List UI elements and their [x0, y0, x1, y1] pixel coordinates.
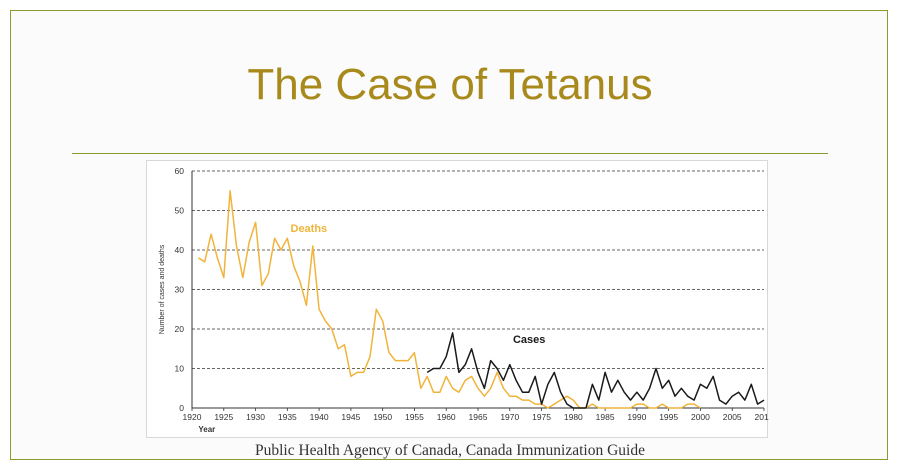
y-tick-label: 10 — [175, 364, 185, 374]
x-tick-label: 1980 — [564, 412, 583, 422]
y-tick-label: 0 — [179, 403, 184, 413]
x-tick-label: 1945 — [341, 412, 360, 422]
title-divider — [72, 153, 828, 154]
x-tick-label: 1950 — [373, 412, 392, 422]
x-tick-label: 1955 — [405, 412, 424, 422]
x-tick-label: 1985 — [596, 412, 615, 422]
y-tick-label: 30 — [175, 285, 185, 295]
y-axis-label: Number of cases and deaths — [159, 244, 166, 334]
y-axis-ticks: 0 10 20 30 40 50 60 — [175, 166, 185, 413]
chart-panel: 1920 1925 1930 1935 1940 1945 1950 1955 1960 1965… — [146, 160, 769, 438]
series-line-cases — [426, 332, 765, 409]
x-tick-label: 1995 — [659, 412, 678, 422]
source-caption: Public Health Agency of Canada, Canada I… — [255, 442, 645, 459]
y-tick-label: 60 — [175, 166, 185, 176]
y-tick-label: 20 — [175, 324, 185, 334]
y-tick-label: 50 — [175, 206, 185, 216]
chart-labels: Year Number of cases and deaths Deaths Case… — [159, 223, 545, 434]
x-tick-label: 1960 — [437, 412, 456, 422]
slide-title: The Case of Tetanus — [247, 60, 653, 109]
tetanus-line-chart: 1920 1925 1930 1935 1940 1945 1950 1955 1960 1965… — [159, 166, 769, 434]
series-line-deaths — [198, 190, 701, 409]
chart-grid — [192, 170, 764, 369]
x-tick-label: 1930 — [246, 412, 265, 422]
x-tick-label: 1920 — [183, 412, 202, 422]
deaths-annotation: Deaths — [291, 223, 328, 235]
x-tick-label: 1965 — [469, 412, 488, 422]
y-tick-label: 40 — [175, 245, 185, 255]
x-tick-label: 1975 — [532, 412, 551, 422]
x-tick-label: 2005 — [723, 412, 742, 422]
x-tick-label: 1925 — [214, 412, 233, 422]
x-axis-label: Year — [198, 425, 215, 434]
x-tick-label: 1940 — [310, 412, 329, 422]
cases-annotation: Cases — [513, 334, 545, 346]
x-axis-ticks: 1920 1925 1930 1935 1940 1945 1950 1955 1960 1965… — [183, 408, 769, 422]
x-tick-label: 1970 — [500, 412, 519, 422]
x-tick-label: 1935 — [278, 412, 297, 422]
x-tick-label: 1990 — [627, 412, 646, 422]
series-lines — [198, 190, 765, 409]
x-tick-label: 2000 — [691, 412, 710, 422]
